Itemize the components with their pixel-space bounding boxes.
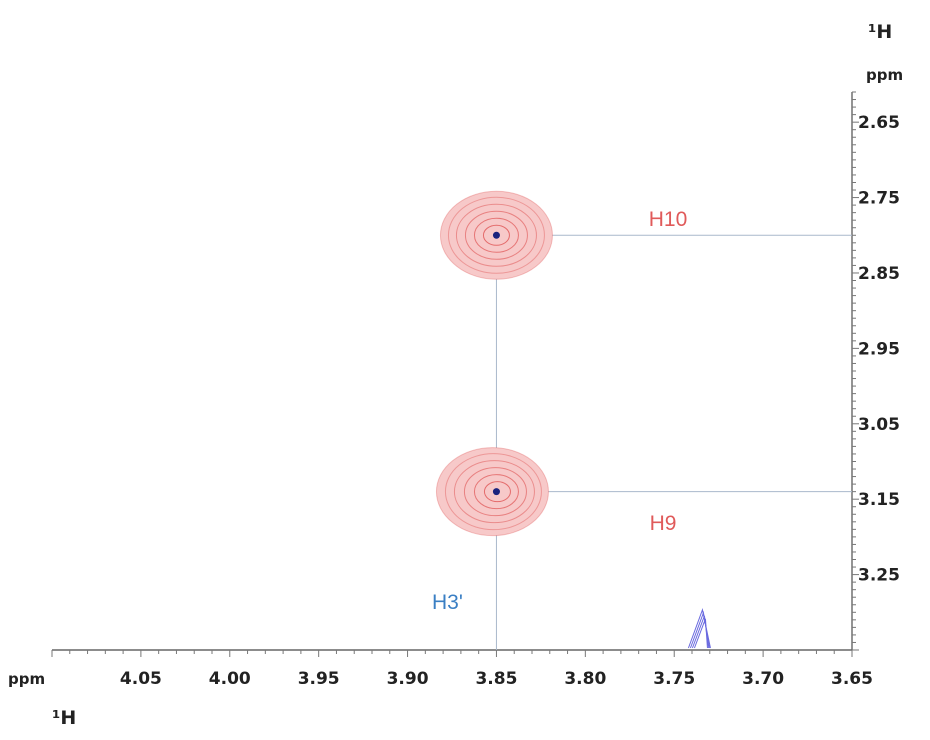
peak-guide-lines [495,234,852,650]
y-tick-label: 3.05 [858,415,900,435]
x-tick-label: 3.75 [653,669,695,689]
y-tick-label: 2.95 [858,339,900,359]
peak-label: H9 [650,512,677,535]
x-tick-label: 4.05 [120,669,162,689]
y-tick-label: 3.15 [858,490,900,510]
x-minor-ticks [51,650,853,657]
x-tick-label: 3.65 [831,669,873,689]
negative-peak-contour [693,618,708,649]
peak-contour [444,453,542,531]
peak-contour [453,460,535,524]
peak-contour [463,467,527,517]
x-tick-label: 3.80 [564,669,606,689]
axes [52,92,853,651]
y-unit-label: ppm [866,66,903,84]
annotation-h3prime: H3' [432,591,463,614]
peak-contour [473,474,519,510]
y-minor-ticks [852,91,859,651]
x-tick-label: 4.00 [209,669,251,689]
peak-contour [482,224,510,246]
x-tick-labels: 4.05 4.00 3.95 3.90 3.85 3.80 3.75 3.70 3.65 [120,669,873,689]
peak-contour [435,447,549,537]
x-unit-label: ppm [8,670,45,688]
peak-center-dot [492,488,500,496]
x-tick-label: 3.70 [742,669,784,689]
x-tick-label: 3.85 [475,669,517,689]
negative-peak [687,608,711,649]
peak-contour [483,481,511,503]
y-tick-label: 2.85 [858,264,900,284]
y-tick-label: 2.75 [858,189,900,209]
peak-contour [455,203,537,267]
y-tick-label: 2.65 [858,113,900,133]
x-tick-label: 3.90 [387,669,429,689]
peak-contour [473,217,519,253]
y-nucleus-label: ¹H [868,21,892,43]
peak-label: H10 [649,208,688,231]
x-nucleus-label: ¹H [52,707,76,729]
x-tick-label: 3.95 [298,669,340,689]
peak-contour [447,196,545,274]
y-tick-label: 3.25 [858,566,900,586]
peak-contour [464,210,528,260]
y-tick-labels: 2.65 2.75 2.85 2.95 3.05 3.15 3.25 [858,113,900,585]
peak-center-dot [492,231,500,239]
peaks: H10 H9 [435,190,688,537]
